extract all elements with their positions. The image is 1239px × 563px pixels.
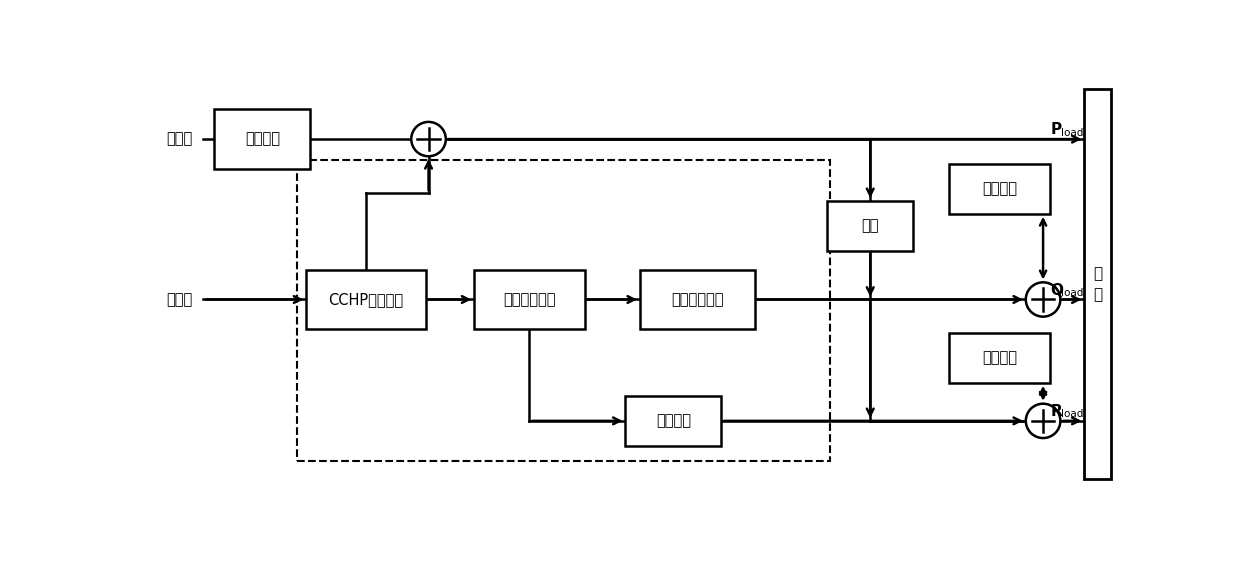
Bar [475, 270, 585, 329]
Text: $\mathbf{R}$: $\mathbf{R}$ [1049, 403, 1063, 419]
Ellipse shape [1026, 282, 1061, 316]
Bar [626, 396, 721, 446]
Text: 蓄热装置: 蓄热装置 [983, 351, 1017, 365]
Ellipse shape [1026, 404, 1061, 438]
Text: 吸收式制冷机: 吸收式制冷机 [672, 292, 724, 307]
Text: $\mathbf{Q}$: $\mathbf{Q}$ [1049, 280, 1064, 298]
Text: 光伏组件: 光伏组件 [245, 132, 280, 146]
Text: 供热单元: 供热单元 [655, 413, 691, 428]
Text: 余热回收装置: 余热回收装置 [503, 292, 555, 307]
Bar [639, 270, 755, 329]
Text: load: load [1062, 409, 1084, 419]
Bar [214, 109, 311, 169]
Text: 建
筑: 建 筑 [1093, 266, 1103, 302]
Text: 太阳能: 太阳能 [166, 132, 192, 146]
Bar [1084, 90, 1111, 480]
Bar [297, 160, 830, 461]
Text: 蓄冷装置: 蓄冷装置 [983, 181, 1017, 196]
Bar [828, 201, 913, 251]
Text: 热泵: 热泵 [861, 218, 878, 233]
Bar [949, 164, 1051, 214]
Bar [306, 270, 426, 329]
Text: load: load [1062, 288, 1084, 298]
Ellipse shape [411, 122, 446, 157]
Text: 天然气: 天然气 [166, 292, 192, 307]
Bar [949, 333, 1051, 383]
Text: load: load [1062, 128, 1084, 137]
Text: CCHP发电机组: CCHP发电机组 [328, 292, 404, 307]
Text: $\mathbf{P}$: $\mathbf{P}$ [1049, 121, 1062, 137]
